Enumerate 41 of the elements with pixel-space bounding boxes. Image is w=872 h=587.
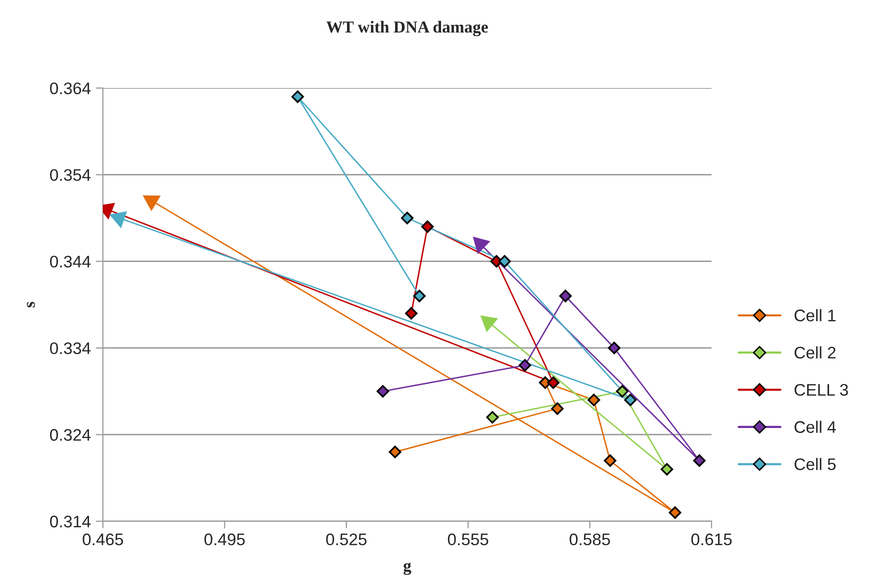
x-tick-label: 0.555	[448, 534, 488, 546]
legend-label: Cell 1	[794, 309, 836, 322]
x-tick-label: 0.495	[204, 534, 245, 546]
point	[693, 454, 706, 467]
y-tick-label: 0.334	[50, 342, 91, 354]
point	[547, 376, 560, 389]
point	[624, 394, 637, 406]
legend-label: Cell 5	[794, 458, 836, 470]
point	[551, 402, 564, 415]
point	[660, 463, 674, 476]
x-tick-label: 0.585	[570, 534, 610, 546]
x-tick-label: 0.465	[82, 534, 124, 546]
point	[413, 290, 426, 302]
point	[559, 290, 572, 302]
y-tick-label: 0.314	[50, 516, 91, 528]
point	[668, 506, 682, 519]
point	[616, 385, 629, 398]
chart-title: WT with DNA damage	[326, 20, 488, 36]
legend-label: CELL 3	[794, 384, 848, 396]
point	[604, 454, 616, 467]
point	[498, 255, 511, 268]
legend-label: Cell 4	[794, 420, 836, 433]
point	[291, 90, 304, 103]
x-tick-label: 0.525	[326, 534, 367, 546]
x-tick-label: 0.615	[691, 534, 732, 546]
point	[421, 220, 434, 233]
point	[405, 307, 418, 320]
point	[608, 342, 620, 354]
y-tick-label: 0.364	[50, 82, 91, 94]
point	[400, 212, 414, 224]
y-tick-label: 0.324	[50, 429, 91, 441]
y-tick-label: 0.354	[50, 169, 91, 181]
legend-label: Cell 2	[794, 346, 836, 359]
x-axis-title: g	[403, 562, 412, 575]
point	[388, 446, 402, 458]
point	[518, 359, 532, 372]
point	[486, 411, 499, 424]
point	[588, 394, 600, 406]
y-tick-label: 0.344	[50, 256, 91, 268]
y-axis-title: s	[26, 302, 35, 308]
point	[376, 385, 390, 398]
